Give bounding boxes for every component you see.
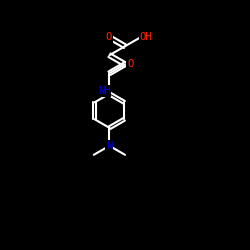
Text: NH: NH <box>98 86 111 96</box>
Text: O: O <box>106 32 112 42</box>
Text: OH: OH <box>139 32 152 42</box>
Text: N: N <box>106 141 112 151</box>
Text: O: O <box>127 59 133 69</box>
